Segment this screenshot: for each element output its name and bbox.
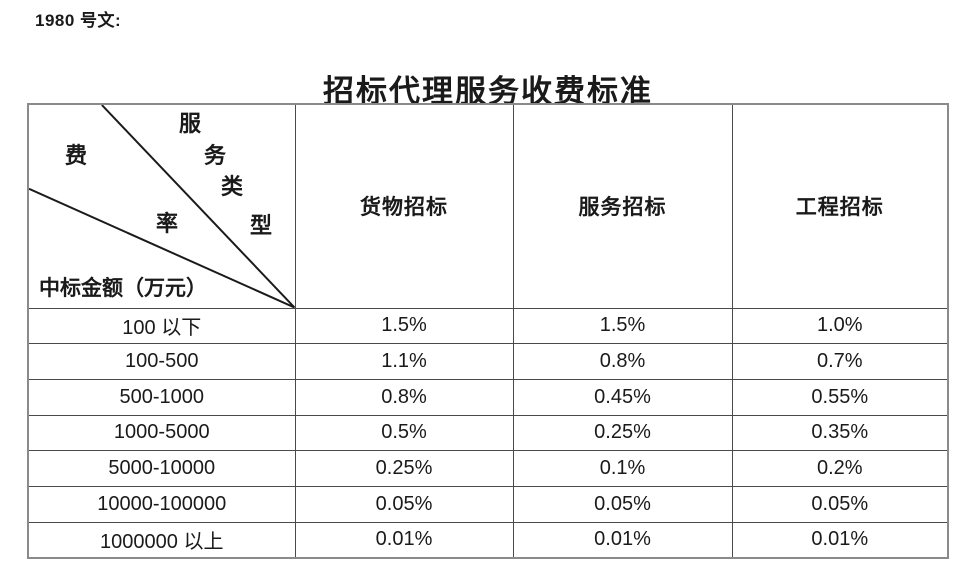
rate-services: 0.01%: [512, 521, 733, 559]
rate-works: 0.7%: [731, 343, 949, 380]
diagonal-char-rate: 费: [65, 143, 88, 168]
amount-range: 100 以下: [27, 307, 296, 345]
amount-range: 1000-5000: [27, 414, 296, 452]
rate-services: 0.1%: [512, 450, 733, 487]
table-row: 100 以下 1.5% 1.5% 1.0%: [27, 307, 949, 345]
rate-goods: 0.25%: [294, 450, 514, 487]
table-row: 100-500 1.1% 0.8% 0.7%: [27, 343, 949, 380]
diagonal-char-type: 类: [221, 174, 244, 199]
rate-works: 0.35%: [731, 414, 949, 452]
rate-goods: 0.01%: [294, 521, 514, 559]
rate-works: 0.01%: [731, 521, 949, 559]
table-row: 500-1000 0.8% 0.45% 0.55%: [27, 378, 949, 416]
rate-goods: 1.1%: [294, 343, 514, 380]
diagonal-char-rate: 率: [156, 211, 179, 236]
rate-works: 0.55%: [731, 378, 949, 416]
amount-range: 500-1000: [27, 378, 296, 416]
corner-amount-label: 中标金额（万元）: [39, 275, 207, 300]
rate-services: 1.5%: [512, 307, 733, 345]
diagonal-header-cell: 服 务 类 型 费 率 中标金额（万元）: [27, 103, 296, 309]
rate-services: 0.05%: [512, 485, 733, 523]
amount-range: 5000-10000: [27, 450, 296, 487]
diagonal-char-type: 务: [204, 143, 227, 168]
table-row: 10000-100000 0.05% 0.05% 0.05%: [27, 485, 949, 523]
rate-goods: 0.05%: [294, 485, 514, 523]
rate-services: 0.8%: [512, 343, 733, 380]
rate-works: 0.2%: [731, 450, 949, 487]
rate-services: 0.25%: [512, 414, 733, 452]
rate-goods: 0.8%: [294, 378, 514, 416]
table-row: 5000-10000 0.25% 0.1% 0.2%: [27, 450, 949, 487]
amount-range: 10000-100000: [27, 485, 296, 523]
rate-works: 0.05%: [731, 485, 949, 523]
rate-works: 1.0%: [731, 307, 949, 345]
column-header-works: 工程招标: [731, 103, 949, 309]
page-title: 招标代理服务收费标准: [323, 73, 653, 109]
diagonal-lines: [29, 105, 294, 307]
table-header-row: 服 务 类 型 费 率 中标金额（万元） 货物招标 服务招标 工程招标: [27, 103, 949, 309]
table-row: 1000-5000 0.5% 0.25% 0.35%: [27, 414, 949, 452]
document-ref-number: 1980 号文:: [35, 11, 122, 30]
column-header-services: 服务招标: [512, 103, 733, 309]
column-header-goods: 货物招标: [294, 103, 514, 309]
table-row: 1000000 以上 0.01% 0.01% 0.01%: [27, 521, 949, 559]
rate-goods: 1.5%: [294, 307, 514, 345]
amount-range: 1000000 以上: [27, 521, 296, 559]
amount-range: 100-500: [27, 343, 296, 380]
rate-goods: 0.5%: [294, 414, 514, 452]
diagonal-char-type: 型: [250, 213, 273, 238]
diagonal-char-type: 服: [179, 111, 202, 136]
fee-schedule-table: 服 务 类 型 费 率 中标金额（万元） 货物招标 服务招标 工程招标 100 …: [27, 103, 949, 559]
rate-services: 0.45%: [512, 378, 733, 416]
